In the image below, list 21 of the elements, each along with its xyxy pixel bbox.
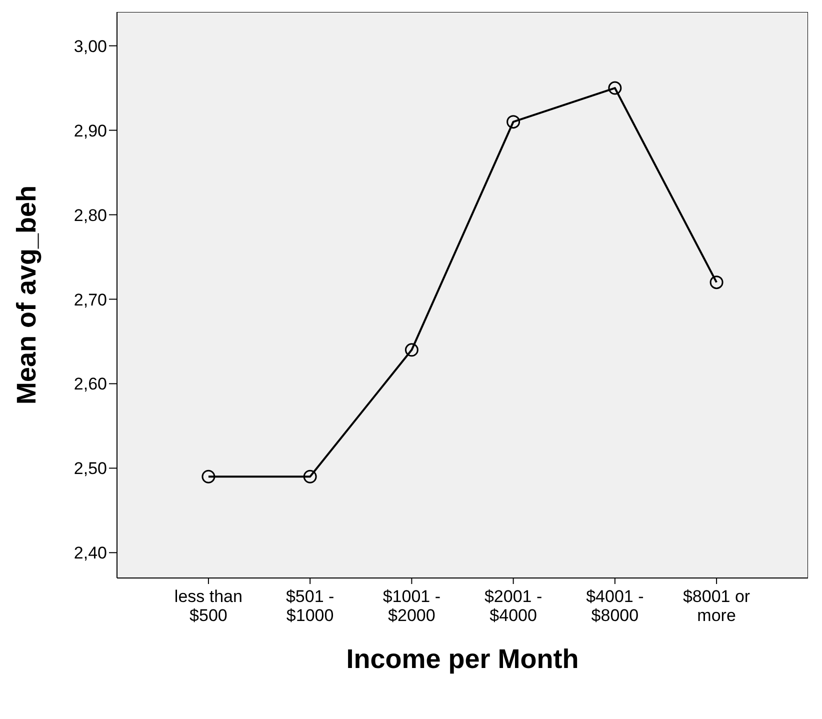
point (506, 115, 520, 129)
point (404, 343, 418, 357)
x-tick-label: $4001 - $8000 (586, 587, 644, 625)
x-tick-label: $2001 - $4000 (484, 587, 542, 625)
y-axis-title: Mean of avg_beh (12, 185, 42, 405)
point (710, 276, 724, 290)
point (202, 470, 216, 484)
x-tick-label: $8001 or more (682, 587, 750, 625)
x-axis-title: Income per Month (346, 644, 579, 674)
y-tick-label: 2,50 (74, 459, 107, 478)
x-tick-label: $1001 - $2000 (382, 587, 441, 625)
point (303, 470, 317, 484)
x-tick-label: less than $500 (174, 587, 242, 625)
y-tick-label: 2,60 (74, 374, 107, 394)
point (608, 81, 622, 95)
y-tick-label: 2,90 (74, 121, 107, 140)
x-tick-label: $501 - $1000 (286, 587, 334, 625)
y-tick-label: 2,70 (74, 290, 107, 310)
y-tick-label: 3,00 (74, 36, 107, 56)
y-tick-label: 2,80 (74, 206, 107, 225)
y-tick-label: 2,40 (74, 544, 107, 563)
